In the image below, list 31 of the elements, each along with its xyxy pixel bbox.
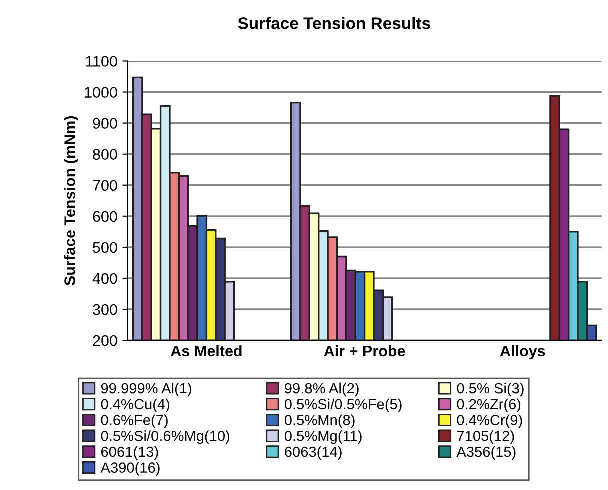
legend-label: A356(15) xyxy=(456,446,516,460)
legend-label: 0.6%Fe(7) xyxy=(101,414,168,428)
y-tick-label: 400 xyxy=(92,273,118,284)
legend-label: 7105(12) xyxy=(457,430,514,444)
legend-label: 99.8% Al(2) xyxy=(285,382,359,397)
y-tick-label: 1100 xyxy=(86,56,118,67)
y-tick-label: 1000 xyxy=(85,87,118,98)
y-axis-title: Surface Tension (mNm) xyxy=(64,116,78,286)
legend-label: 0.5%Mg(11) xyxy=(284,430,362,444)
x-tick-label: Alloys xyxy=(500,345,546,360)
y-tick-label: 900 xyxy=(93,118,118,130)
x-tick-label: Air + Probe xyxy=(324,345,406,357)
chart-title: Surface Tension Results xyxy=(238,17,430,30)
legend-label: 6061(13) xyxy=(101,446,158,460)
y-tick-label: 500 xyxy=(93,242,118,254)
y-tick-label: 200 xyxy=(93,335,118,346)
legend-label: A390(16) xyxy=(100,462,160,476)
legend-label: 0.4%Cr(9) xyxy=(457,414,522,428)
y-tick-label: 700 xyxy=(93,180,118,192)
x-tick-label: As Melted xyxy=(171,345,242,357)
legend-label: 0.2%Zr(6) xyxy=(457,398,521,412)
legend-label: 0.5%Si/0.6%Mg(10) xyxy=(101,430,230,444)
legend-label: 0.4%Cu(4) xyxy=(101,398,170,412)
legend-label: 6063(14) xyxy=(285,446,342,460)
legend-label: 99.999% Al(1) xyxy=(101,382,192,397)
legend-label: 0.5% Si(3) xyxy=(457,382,524,397)
y-tick-label: 600 xyxy=(93,211,118,222)
y-tick-label: 300 xyxy=(93,304,118,316)
legend-label: 0.5%Mn(8) xyxy=(284,414,355,428)
legend-label: 0.5%Si/0.5%Fe(5) xyxy=(284,398,402,412)
y-tick-label: 800 xyxy=(93,149,118,160)
